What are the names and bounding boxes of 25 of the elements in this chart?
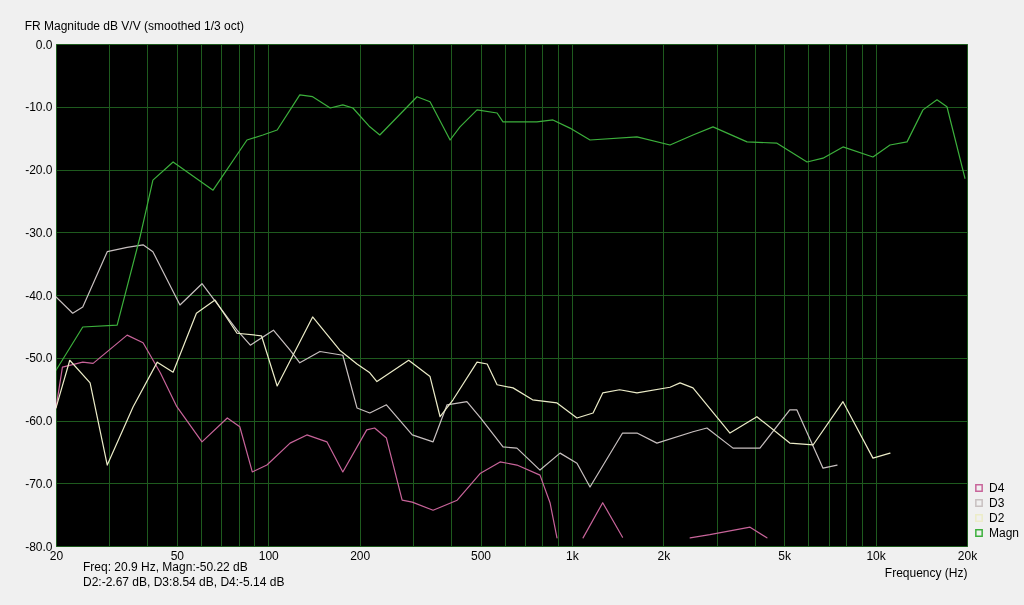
y-tick-label: -40.0 [25, 288, 53, 303]
x-tick-label: 10k [866, 548, 887, 563]
y-tick-label: 0.0 [35, 37, 53, 52]
y-tick-label: -20.0 [25, 163, 53, 177]
legend-label: D4 [989, 481, 1005, 495]
y-tick-label: -70.0 [25, 476, 53, 491]
x-tick-label: 50 [170, 548, 185, 563]
legend-label: Magn [989, 526, 1020, 540]
legend-label: D2 [989, 511, 1005, 525]
y-tick-label: -10.0 [25, 100, 53, 115]
y-tick-label: -30.0 [25, 225, 53, 240]
x-tick-label: 2k [657, 548, 672, 563]
y-tick-label: -60.0 [25, 414, 53, 428]
y-tick-label: -50.0 [25, 351, 53, 366]
x-tick-label: 5k [778, 548, 792, 563]
x-tick-label: 200 [350, 548, 371, 563]
x-tick-label: 20k [957, 548, 979, 563]
x-axis-title: Frequency (Hz) [884, 565, 968, 580]
legend-label: D3 [989, 496, 1005, 510]
text: Freq: 20.9 Hz, Magn:-50.22 dB [83, 560, 248, 574]
x-tick-label: 500 [470, 548, 492, 563]
text: D2:-2.67 dB, D3:8.54 dB, D4:-5.14 dB [83, 575, 285, 589]
x-tick-label: 1k [566, 548, 580, 563]
x-tick-label: 100 [258, 548, 280, 563]
chart-title: FR Magnitude dB V/V (smoothed 1/3 oct) [24, 19, 245, 33]
